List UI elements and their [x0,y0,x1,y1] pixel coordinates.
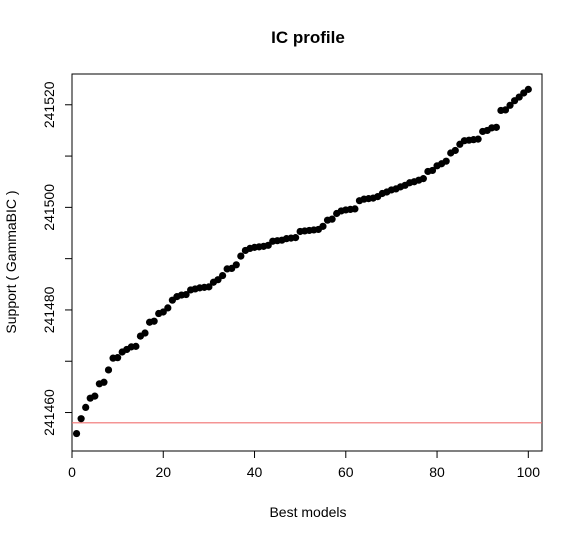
data-point [319,222,327,230]
data-point [291,234,300,242]
data-point [77,415,85,423]
x-axis: 0 20 40 60 80 100 [68,450,541,480]
data-points [72,85,532,438]
data-point [428,166,437,175]
data-point [82,403,90,412]
data-point [72,429,81,438]
data-point [141,329,149,337]
x-tick-label: 20 [155,464,171,480]
data-point [232,261,240,269]
data-point [132,342,140,350]
data-point [150,317,158,325]
chart-title: IC profile [271,28,345,47]
y-tick-label: 241460 [41,389,57,436]
data-point [442,157,450,165]
data-point [501,106,510,114]
y-axis-label: Support ( GammaBIC ) [3,190,19,333]
y-tick-label: 241480 [41,286,57,333]
x-tick-label: 60 [338,464,354,480]
data-point [237,252,245,260]
data-point [451,146,459,155]
data-point [419,175,427,183]
data-point [104,366,113,374]
y-tick-label: 241520 [41,81,57,128]
x-axis-label: Best models [269,504,346,520]
data-point [492,123,500,131]
y-tick-label: 241500 [41,184,57,231]
plot-box [71,73,543,452]
x-tick-label: 0 [68,464,76,480]
x-tick-label: 80 [429,464,445,480]
data-point [474,135,482,143]
data-point [100,378,108,386]
data-point [182,290,190,299]
data-point [91,392,99,400]
data-point [205,283,213,291]
data-point [164,304,172,312]
y-axis: 241460 241480 241500 241520 [41,81,73,436]
x-tick-label: 40 [247,464,263,480]
x-tick-label: 100 [517,464,541,480]
data-point [351,205,359,213]
data-point [114,354,122,362]
data-point [328,215,336,223]
data-point [218,271,227,280]
data-point [506,101,514,109]
data-point [524,85,532,93]
